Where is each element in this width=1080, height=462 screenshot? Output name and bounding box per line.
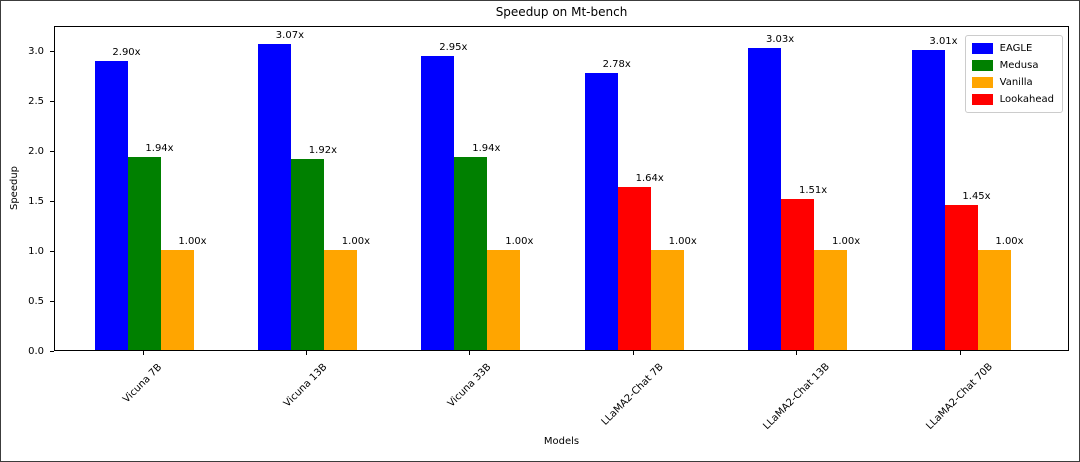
legend-label: EAGLE (999, 42, 1033, 54)
bar-eagle-4 (584, 72, 618, 350)
y-tick-mark (50, 250, 54, 252)
legend-swatch-eagle (971, 43, 993, 54)
bar-value-label: 1.64x (635, 172, 664, 184)
y-tick-label: 0.0 (28, 345, 44, 357)
legend: EAGLE Medusa Vanilla Lookahead (964, 35, 1063, 113)
bar-vanilla-5 (814, 250, 848, 350)
x-tick-label: Vicuna 7B (121, 361, 165, 405)
bar-value-label: 1.00x (341, 236, 370, 248)
y-axis-label: Speedup (9, 165, 20, 211)
x-tick-label: Vicuna 33B (445, 361, 494, 410)
bar-vanilla-1 (160, 250, 194, 350)
legend-label: Vanilla (999, 76, 1033, 88)
x-tick-mark (959, 351, 961, 355)
y-tick-label: 0.5 (28, 295, 44, 307)
chart-title: Speedup on Mt-bench (495, 5, 628, 19)
x-tick-label: LLaMA2-Chat 70B (924, 361, 995, 433)
legend-swatch-vanilla (971, 77, 993, 88)
y-tick-mark (50, 151, 54, 153)
bar-lookahead-6 (944, 205, 978, 350)
bar-value-label: 1.00x (995, 236, 1024, 248)
x-tick-label: Vicuna 13B (282, 361, 330, 410)
bar-vanilla-2 (323, 250, 357, 350)
legend-item: EAGLE (971, 41, 1054, 56)
y-tick-mark (50, 350, 54, 352)
x-tick-label: LLaMA2-Chat 13B (760, 361, 832, 433)
bar-lookahead-5 (781, 199, 815, 350)
bar-vanilla-6 (977, 250, 1011, 350)
bar-value-label: 3.07x (275, 29, 304, 41)
bar-eagle-1 (94, 60, 128, 350)
bar-value-label: 1.00x (178, 236, 207, 248)
bar-value-label: 2.95x (439, 41, 468, 53)
bar-eagle-2 (257, 43, 291, 350)
x-tick-mark (469, 351, 471, 355)
y-tick-label: 1.5 (28, 195, 44, 207)
bar-lookahead-4 (617, 186, 651, 350)
x-tick-mark (305, 351, 307, 355)
legend-item: Lookahead (971, 92, 1054, 107)
bar-value-label: 2.90x (112, 46, 141, 58)
legend-item: Vanilla (971, 75, 1054, 90)
bar-value-label: 3.03x (766, 33, 795, 45)
bar-medusa-1 (127, 156, 161, 350)
x-tick-label: LLaMA2-Chat 7B (599, 361, 666, 428)
bar-eagle-6 (911, 49, 945, 350)
bar-value-label: 1.92x (308, 144, 337, 156)
bar-value-label: 1.00x (832, 236, 861, 248)
x-tick-mark (142, 351, 144, 355)
bar-value-label: 1.94x (145, 142, 174, 154)
y-tick-label: 2.5 (28, 96, 44, 108)
bar-eagle-5 (748, 47, 782, 350)
bar-value-label: 1.94x (472, 142, 501, 154)
bar-value-label: 1.51x (799, 185, 828, 197)
plot-area: EAGLE Medusa Vanilla Lookahead (54, 26, 1069, 351)
x-axis-label: Models (543, 436, 580, 447)
bar-medusa-3 (454, 156, 488, 350)
y-tick-mark (50, 300, 54, 302)
y-tick-mark (50, 51, 54, 53)
legend-label: Lookahead (999, 93, 1054, 105)
bar-vanilla-4 (650, 250, 684, 350)
bar-value-label: 1.45x (962, 191, 991, 203)
y-tick-label: 3.0 (28, 46, 44, 58)
bar-vanilla-3 (487, 250, 521, 350)
bar-value-label: 1.00x (668, 236, 697, 248)
bar-medusa-2 (290, 158, 324, 350)
legend-item: Medusa (971, 58, 1054, 73)
y-tick-label: 1.0 (28, 245, 44, 257)
x-tick-mark (796, 351, 798, 355)
legend-swatch-medusa (971, 60, 993, 71)
y-tick-label: 2.0 (28, 146, 44, 158)
y-tick-mark (50, 101, 54, 103)
legend-swatch-lookahead (971, 94, 993, 105)
x-tick-mark (632, 351, 634, 355)
bar-value-label: 2.78x (602, 58, 631, 70)
bar-value-label: 1.00x (505, 236, 534, 248)
legend-label: Medusa (999, 59, 1039, 71)
bar-value-label: 3.01x (929, 35, 958, 47)
y-tick-mark (50, 200, 54, 202)
bar-eagle-3 (421, 55, 455, 350)
